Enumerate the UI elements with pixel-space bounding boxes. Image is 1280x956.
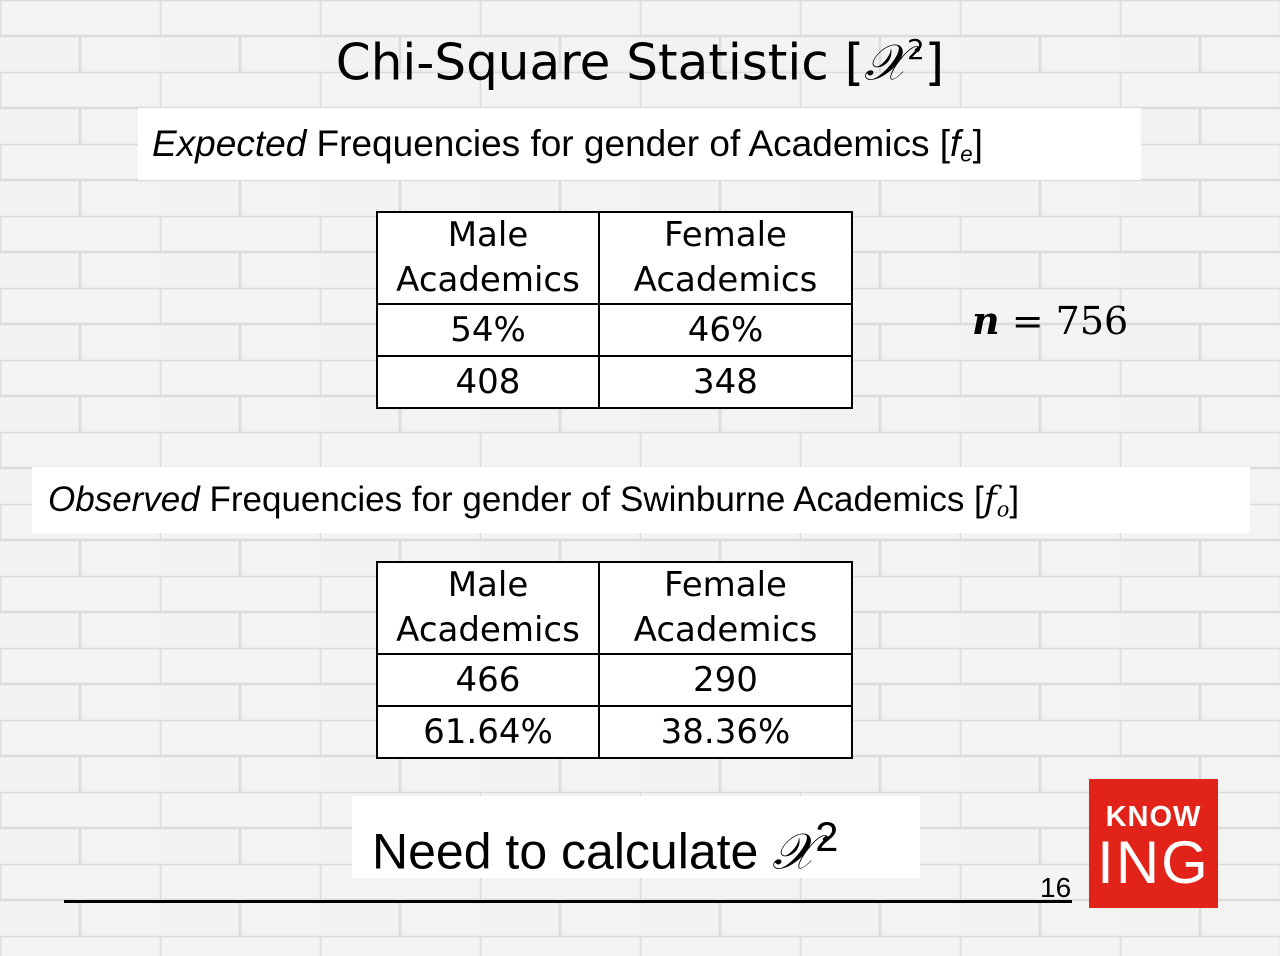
sample-size-variable: n	[972, 298, 1000, 343]
observed-header-female: Female Academics	[598, 561, 853, 655]
slide-title: Chi-Square Statistic [𝒳2]	[0, 18, 1280, 95]
title-superscript: 2	[907, 34, 925, 66]
logo-line-2: ING	[1097, 829, 1210, 896]
observed-count-male: 466	[376, 653, 600, 707]
sample-size-value: = 756	[999, 299, 1129, 343]
expected-percent-female: 46%	[598, 303, 853, 357]
table-row: 54% 46%	[376, 303, 853, 357]
expected-f-symbol: f	[950, 123, 961, 164]
observed-table: Male Academics Female Academics 466 290 …	[376, 561, 853, 759]
expected-heading-text: Frequencies for gender of Academics [	[306, 123, 951, 164]
observed-subscript: o	[996, 497, 1010, 522]
observed-f-symbol: f	[983, 480, 997, 520]
observed-percent-female: 38.36%	[598, 705, 853, 759]
expected-subscript: e	[960, 141, 973, 167]
title-text: Chi-Square Statistic [	[335, 33, 865, 92]
observed-heading: Observed Frequencies for gender of Swinb…	[32, 467, 1250, 533]
expected-count-female: 348	[598, 355, 853, 409]
observed-count-female: 290	[598, 653, 853, 707]
table-row: 466 290	[376, 653, 853, 707]
expected-count-male: 408	[376, 355, 600, 409]
expected-percent-male: 54%	[376, 303, 600, 357]
observed-heading-text: Frequencies for gender of Swinburne Acad…	[199, 480, 984, 519]
page-number: 16	[1040, 872, 1072, 903]
need-chi-symbol: 𝒳	[772, 822, 816, 881]
need-superscript: 2	[815, 813, 839, 860]
table-row: 61.64% 38.36%	[376, 705, 853, 759]
title-close-bracket: ]	[924, 33, 945, 92]
knowing-logo: KNOW ING	[1089, 779, 1218, 908]
chi-symbol: 𝒳	[864, 33, 908, 92]
expected-header-female: Female Academics	[598, 211, 853, 305]
observed-italic-word: Observed	[48, 480, 200, 519]
need-text: Need to calculate	[372, 823, 773, 880]
sample-size: n = 756	[972, 296, 1128, 346]
logo-line-1: KNOW	[1105, 801, 1202, 833]
observed-close-bracket: ]	[1009, 480, 1020, 519]
expected-italic-word: Expected	[152, 123, 307, 164]
expected-heading: Expected Frequencies for gender of Acade…	[138, 108, 1141, 180]
expected-close-bracket: ]	[972, 123, 983, 164]
expected-table: Male Academics Female Academics 54% 46% …	[376, 211, 853, 409]
footer-divider	[64, 900, 1072, 903]
need-to-calculate-banner: Need to calculate 𝒳2	[352, 796, 920, 881]
table-row: 408 348	[376, 355, 853, 409]
expected-header-male: Male Academics	[376, 211, 600, 305]
observed-percent-male: 61.64%	[376, 705, 600, 759]
observed-header-male: Male Academics	[376, 561, 600, 655]
